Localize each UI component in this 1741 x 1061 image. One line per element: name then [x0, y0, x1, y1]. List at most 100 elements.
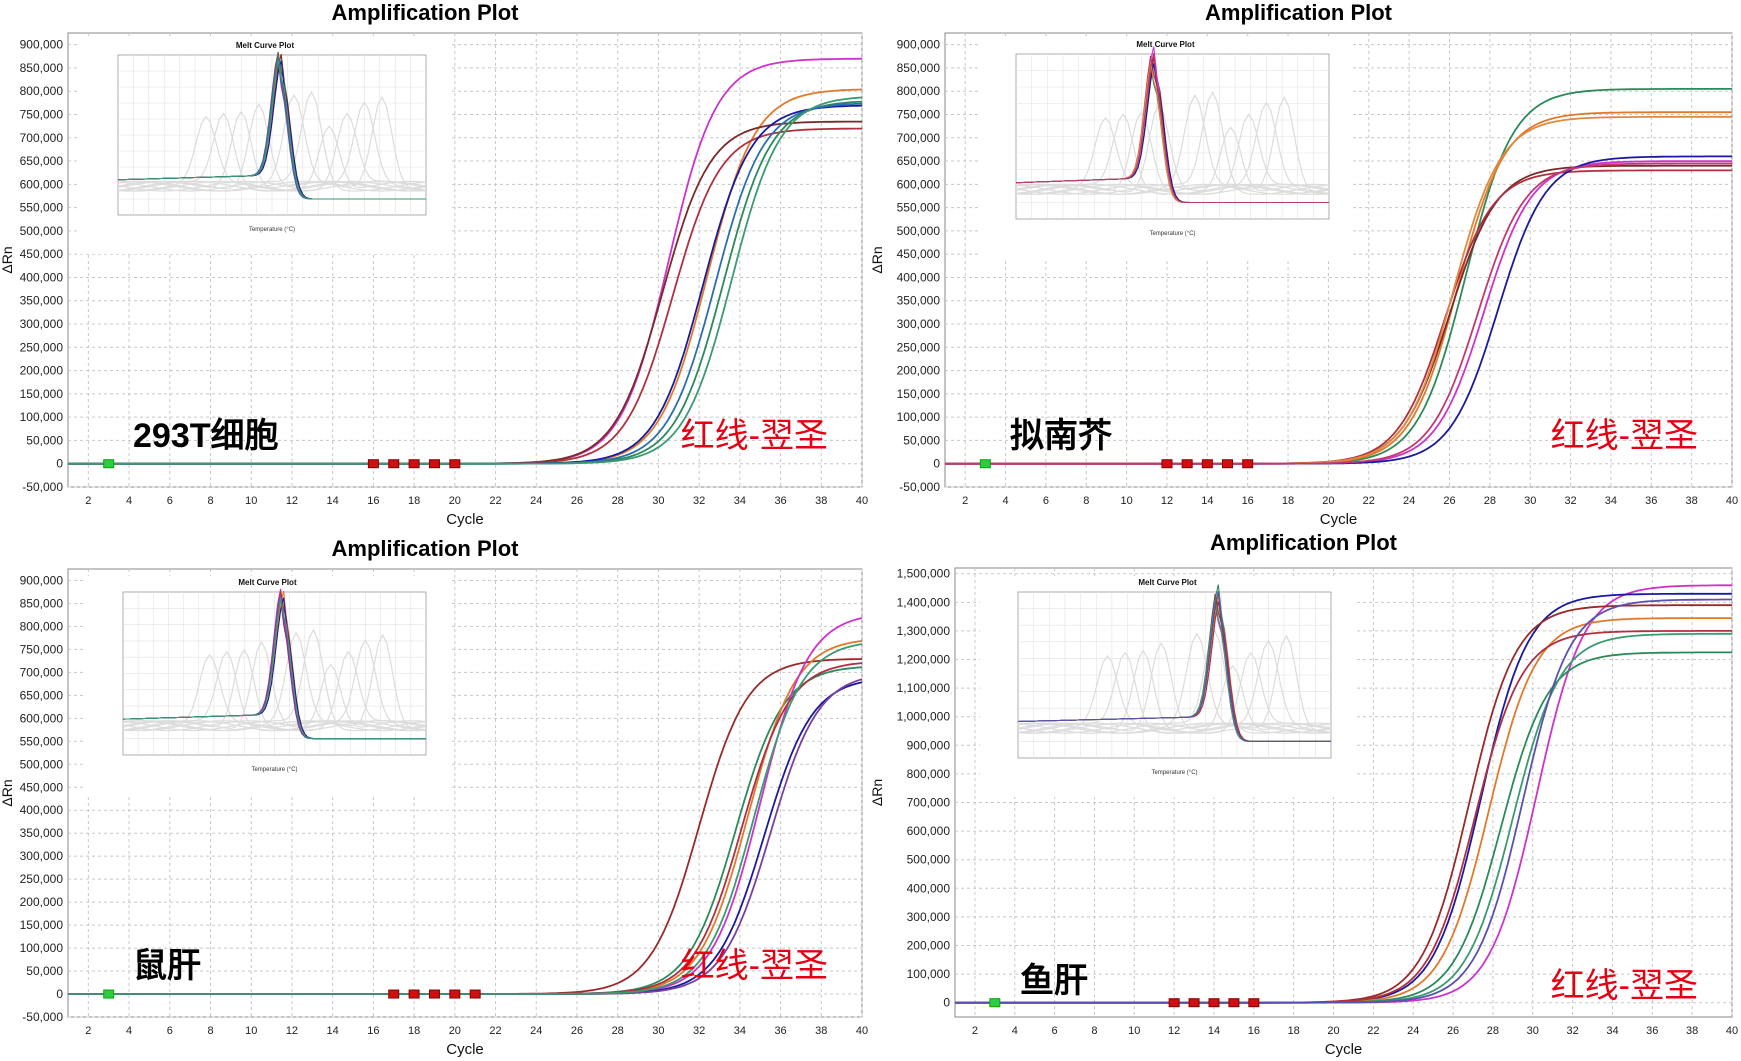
y-tick-label: 350,000 — [20, 826, 64, 840]
threshold-marker — [1222, 459, 1234, 469]
y-tick-label: 800,000 — [897, 84, 941, 98]
inset-reference-trace — [117, 101, 427, 192]
y-tick-label: 1,400,000 — [897, 595, 951, 609]
x-axis-label: Cycle — [1325, 1041, 1363, 1058]
y-tick-label: 350,000 — [897, 294, 941, 308]
y-tick-label: 300,000 — [907, 910, 951, 924]
y-tick-label: 500,000 — [907, 853, 951, 867]
x-tick-label: 14 — [1208, 1025, 1220, 1037]
x-tick-label: 10 — [245, 1025, 257, 1037]
y-tick-label: 100,000 — [907, 967, 951, 981]
y-tick-label: 1,100,000 — [897, 681, 951, 695]
x-tick-label: 32 — [1566, 1025, 1578, 1037]
x-tick-label: 22 — [1363, 495, 1375, 507]
melt-curve-inset: Melt Curve Plot Temperature (°C) — [85, 576, 450, 794]
x-tick-label: 20 — [449, 1025, 461, 1037]
x-tick-label: 28 — [1487, 1025, 1499, 1037]
x-tick-label: 16 — [1242, 495, 1254, 507]
inset-x-axis-label: Temperature (°C) — [1151, 770, 1197, 776]
y-tick-label: 1,300,000 — [897, 624, 951, 638]
y-tick-label: 600,000 — [897, 177, 941, 191]
inset-melt-curve — [1015, 52, 1329, 204]
inset-reference-trace — [122, 653, 427, 732]
chart-title: Amplification Plot — [1205, 0, 1393, 25]
melt-curve-inset: Melt Curve Plot Temperature (°C) — [978, 38, 1353, 258]
y-tick-label: 200,000 — [20, 364, 64, 378]
x-tick-label: 14 — [327, 495, 339, 507]
x-tick-label: 2 — [972, 1025, 978, 1037]
x-tick-label: 20 — [1322, 495, 1334, 507]
x-tick-label: 28 — [612, 1025, 624, 1037]
x-tick-label: 36 — [1646, 1025, 1658, 1037]
y-tick-label: 500,000 — [20, 757, 64, 771]
y-tick-label: 100,000 — [897, 410, 941, 424]
x-tick-label: 12 — [1161, 495, 1173, 507]
y-tick-label: 900,000 — [897, 38, 941, 52]
x-tick-label: 18 — [1282, 495, 1294, 507]
y-tick-label: 300,000 — [20, 849, 64, 863]
x-tick-label: 12 — [286, 1025, 298, 1037]
x-tick-label: 30 — [1524, 495, 1536, 507]
x-tick-label: 34 — [1605, 495, 1617, 507]
x-tick-label: 2 — [85, 495, 91, 507]
chart-title: Amplification Plot — [332, 536, 520, 561]
melt-curve-inset: Melt Curve Plot Temperature (°C) — [80, 39, 450, 254]
series-line — [68, 96, 863, 465]
y-tick-label: 750,000 — [897, 107, 941, 121]
x-tick-label: 36 — [774, 495, 786, 507]
y-tick-label: 750,000 — [20, 107, 64, 121]
series-line — [68, 643, 863, 995]
baseline-start-marker — [989, 998, 1001, 1008]
threshold-marker — [428, 459, 440, 469]
x-tick-label: 10 — [1120, 495, 1132, 507]
y-tick-label: 450,000 — [897, 247, 941, 261]
inset-reference-trace — [122, 650, 427, 732]
x-tick-label: 2 — [962, 495, 968, 507]
y-tick-label: 200,000 — [20, 895, 64, 909]
sample-label: 鼠肝 — [133, 947, 201, 985]
threshold-marker — [1181, 459, 1193, 469]
x-tick-label: 2 — [85, 1025, 91, 1037]
inset-reference-trace — [122, 663, 427, 732]
x-tick-label: 32 — [1564, 495, 1576, 507]
series-line — [955, 598, 1732, 1004]
y-axis-label: ΔRn — [0, 779, 15, 806]
inset-reference-trace — [1017, 654, 1332, 734]
y-tick-label: 700,000 — [897, 131, 941, 145]
x-tick-label: 16 — [367, 1025, 379, 1037]
x-tick-label: 18 — [1288, 1025, 1300, 1037]
x-tick-label: 24 — [1403, 495, 1415, 507]
inset-title: Melt Curve Plot — [1136, 40, 1195, 49]
y-tick-label: 500,000 — [20, 224, 64, 238]
x-tick-label: 24 — [1407, 1025, 1419, 1037]
inset-reference-trace — [1017, 634, 1332, 734]
x-tick-label: 38 — [1686, 495, 1698, 507]
x-tick-label: 34 — [734, 495, 746, 507]
inset-reference-trace — [1017, 639, 1332, 734]
x-tick-label: 8 — [207, 1025, 213, 1037]
x-tick-label: 8 — [1083, 495, 1089, 507]
x-tick-label: 40 — [856, 495, 868, 507]
x-axis-label: Cycle — [446, 1041, 484, 1058]
threshold-marker — [388, 989, 400, 999]
x-tick-label: 36 — [1645, 495, 1657, 507]
x-tick-label: 12 — [1168, 1025, 1180, 1037]
y-tick-label: 400,000 — [897, 270, 941, 284]
y-tick-label: 300,000 — [20, 317, 64, 331]
threshold-marker — [1188, 998, 1200, 1008]
x-tick-label: 38 — [1686, 1025, 1698, 1037]
threshold-marker — [1161, 459, 1173, 469]
x-tick-label: 6 — [167, 495, 173, 507]
inset-x-axis-label: Temperature (°C) — [1149, 231, 1195, 237]
x-tick-label: 40 — [856, 1025, 868, 1037]
y-tick-label: 400,000 — [20, 270, 64, 284]
inset-melt-curve — [1017, 590, 1331, 742]
y-tick-label: -50,000 — [899, 480, 940, 494]
y-tick-label: 800,000 — [20, 84, 64, 98]
threshold-marker — [449, 459, 461, 469]
y-tick-label: 650,000 — [20, 154, 64, 168]
inset-reference-trace — [122, 631, 427, 732]
x-tick-label: 20 — [1327, 1025, 1339, 1037]
threshold-marker — [1242, 459, 1254, 469]
